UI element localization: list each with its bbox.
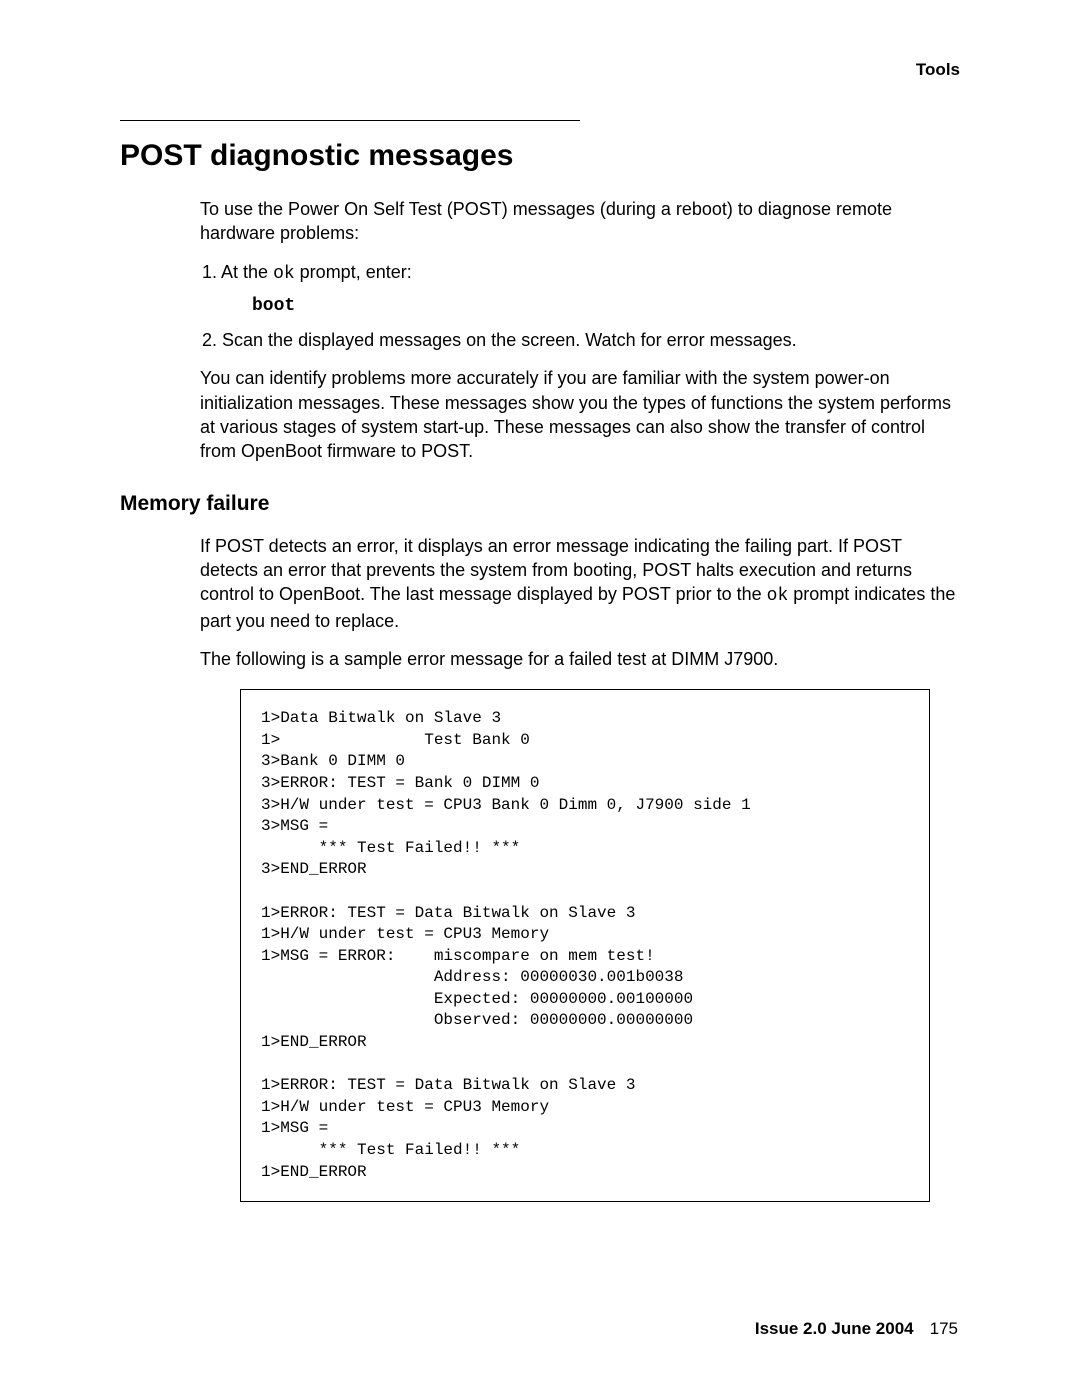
section-body: To use the Power On Self Test (POST) mes…: [200, 197, 960, 464]
section-rule: [120, 120, 580, 121]
footer-issue: Issue 2.0 June 2004: [755, 1319, 914, 1338]
subsection-body: If POST detects an error, it displays an…: [200, 534, 960, 671]
step-1-prefix: 1. At the: [202, 262, 273, 282]
step-1: 1. At the ok prompt, enter: boot: [200, 260, 960, 319]
section-title: POST diagnostic messages: [120, 139, 960, 173]
sub-para-2: The following is a sample error message …: [200, 647, 960, 671]
step-1-command: boot: [226, 294, 960, 318]
footer: Issue 2.0 June 2004 175: [755, 1319, 958, 1339]
step-list: 1. At the ok prompt, enter: boot 2. Scan…: [200, 260, 960, 353]
subsection-title: Memory failure: [120, 492, 960, 516]
sub-para-1-mono: ok: [767, 586, 789, 606]
page: Tools POST diagnostic messages To use th…: [0, 0, 1080, 1397]
intro-paragraph: To use the Power On Self Test (POST) mes…: [200, 197, 960, 246]
sub-para-1: If POST detects an error, it displays an…: [200, 534, 960, 633]
step-2: 2. Scan the displayed messages on the sc…: [200, 328, 960, 352]
step-1-mono: ok: [273, 264, 295, 284]
post-paragraph: You can identify problems more accuratel…: [200, 366, 960, 463]
header-label: Tools: [120, 60, 960, 80]
step-1-suffix: prompt, enter:: [295, 262, 412, 282]
code-block: 1>Data Bitwalk on Slave 3 1> Test Bank 0…: [240, 689, 930, 1202]
footer-page: 175: [930, 1319, 958, 1338]
